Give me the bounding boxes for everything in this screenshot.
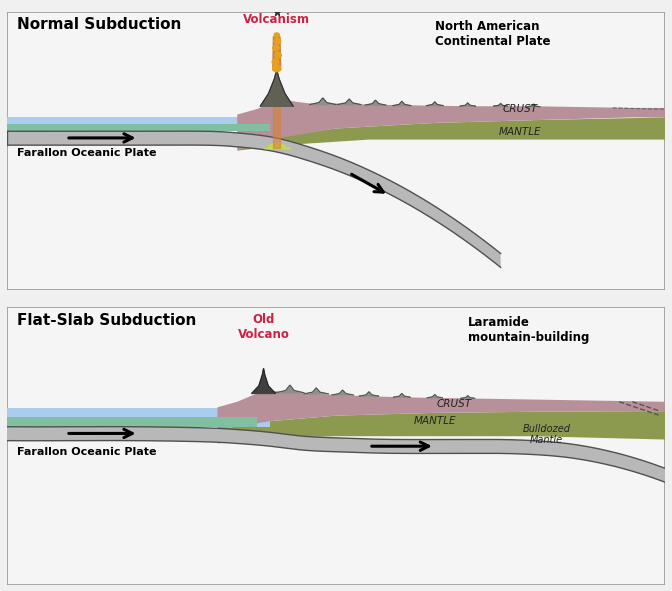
Text: MANTLE: MANTLE	[413, 416, 456, 426]
Polygon shape	[218, 391, 665, 430]
Polygon shape	[393, 394, 411, 397]
Polygon shape	[7, 408, 270, 427]
FancyBboxPatch shape	[7, 307, 665, 585]
Polygon shape	[276, 385, 304, 393]
Ellipse shape	[269, 144, 285, 148]
Text: Bulldozed
Mantle: Bulldozed Mantle	[523, 424, 571, 446]
Polygon shape	[218, 411, 665, 443]
Polygon shape	[7, 417, 257, 427]
Polygon shape	[304, 388, 329, 394]
Text: Farallon Oceanic Plate: Farallon Oceanic Plate	[17, 447, 156, 456]
Text: MANTLE: MANTLE	[499, 127, 542, 137]
Polygon shape	[427, 395, 443, 398]
Polygon shape	[426, 102, 444, 106]
Polygon shape	[237, 100, 665, 151]
Circle shape	[273, 65, 281, 72]
Text: Farallon Oceanic Plate: Farallon Oceanic Plate	[17, 148, 156, 158]
Polygon shape	[7, 131, 501, 267]
Circle shape	[273, 45, 280, 51]
Polygon shape	[252, 368, 276, 394]
Text: Laramide
mountain-building: Laramide mountain-building	[468, 316, 589, 343]
Polygon shape	[392, 101, 411, 106]
Text: CRUST: CRUST	[437, 400, 472, 410]
Text: Volcanism: Volcanism	[243, 13, 310, 26]
Circle shape	[274, 38, 281, 44]
Polygon shape	[365, 100, 386, 105]
Polygon shape	[260, 70, 293, 106]
FancyBboxPatch shape	[7, 12, 665, 290]
Text: North American
Continental Plate: North American Continental Plate	[435, 20, 550, 48]
Polygon shape	[460, 395, 475, 398]
Circle shape	[272, 59, 279, 64]
Polygon shape	[237, 118, 665, 151]
Polygon shape	[7, 427, 665, 482]
Polygon shape	[274, 106, 280, 148]
Circle shape	[274, 33, 280, 37]
Polygon shape	[527, 104, 540, 107]
Polygon shape	[460, 103, 476, 106]
Polygon shape	[337, 99, 361, 105]
Circle shape	[275, 53, 282, 58]
Polygon shape	[7, 124, 270, 131]
Text: Normal Subduction: Normal Subduction	[17, 17, 181, 33]
Polygon shape	[7, 118, 303, 131]
Text: Old
Volcano: Old Volcano	[238, 313, 290, 341]
Polygon shape	[273, 37, 281, 70]
Polygon shape	[359, 392, 379, 396]
Polygon shape	[493, 103, 508, 106]
Polygon shape	[331, 390, 353, 395]
Polygon shape	[310, 98, 336, 105]
Text: CRUST: CRUST	[503, 104, 538, 114]
Text: Flat-Slab Subduction: Flat-Slab Subduction	[17, 313, 196, 328]
